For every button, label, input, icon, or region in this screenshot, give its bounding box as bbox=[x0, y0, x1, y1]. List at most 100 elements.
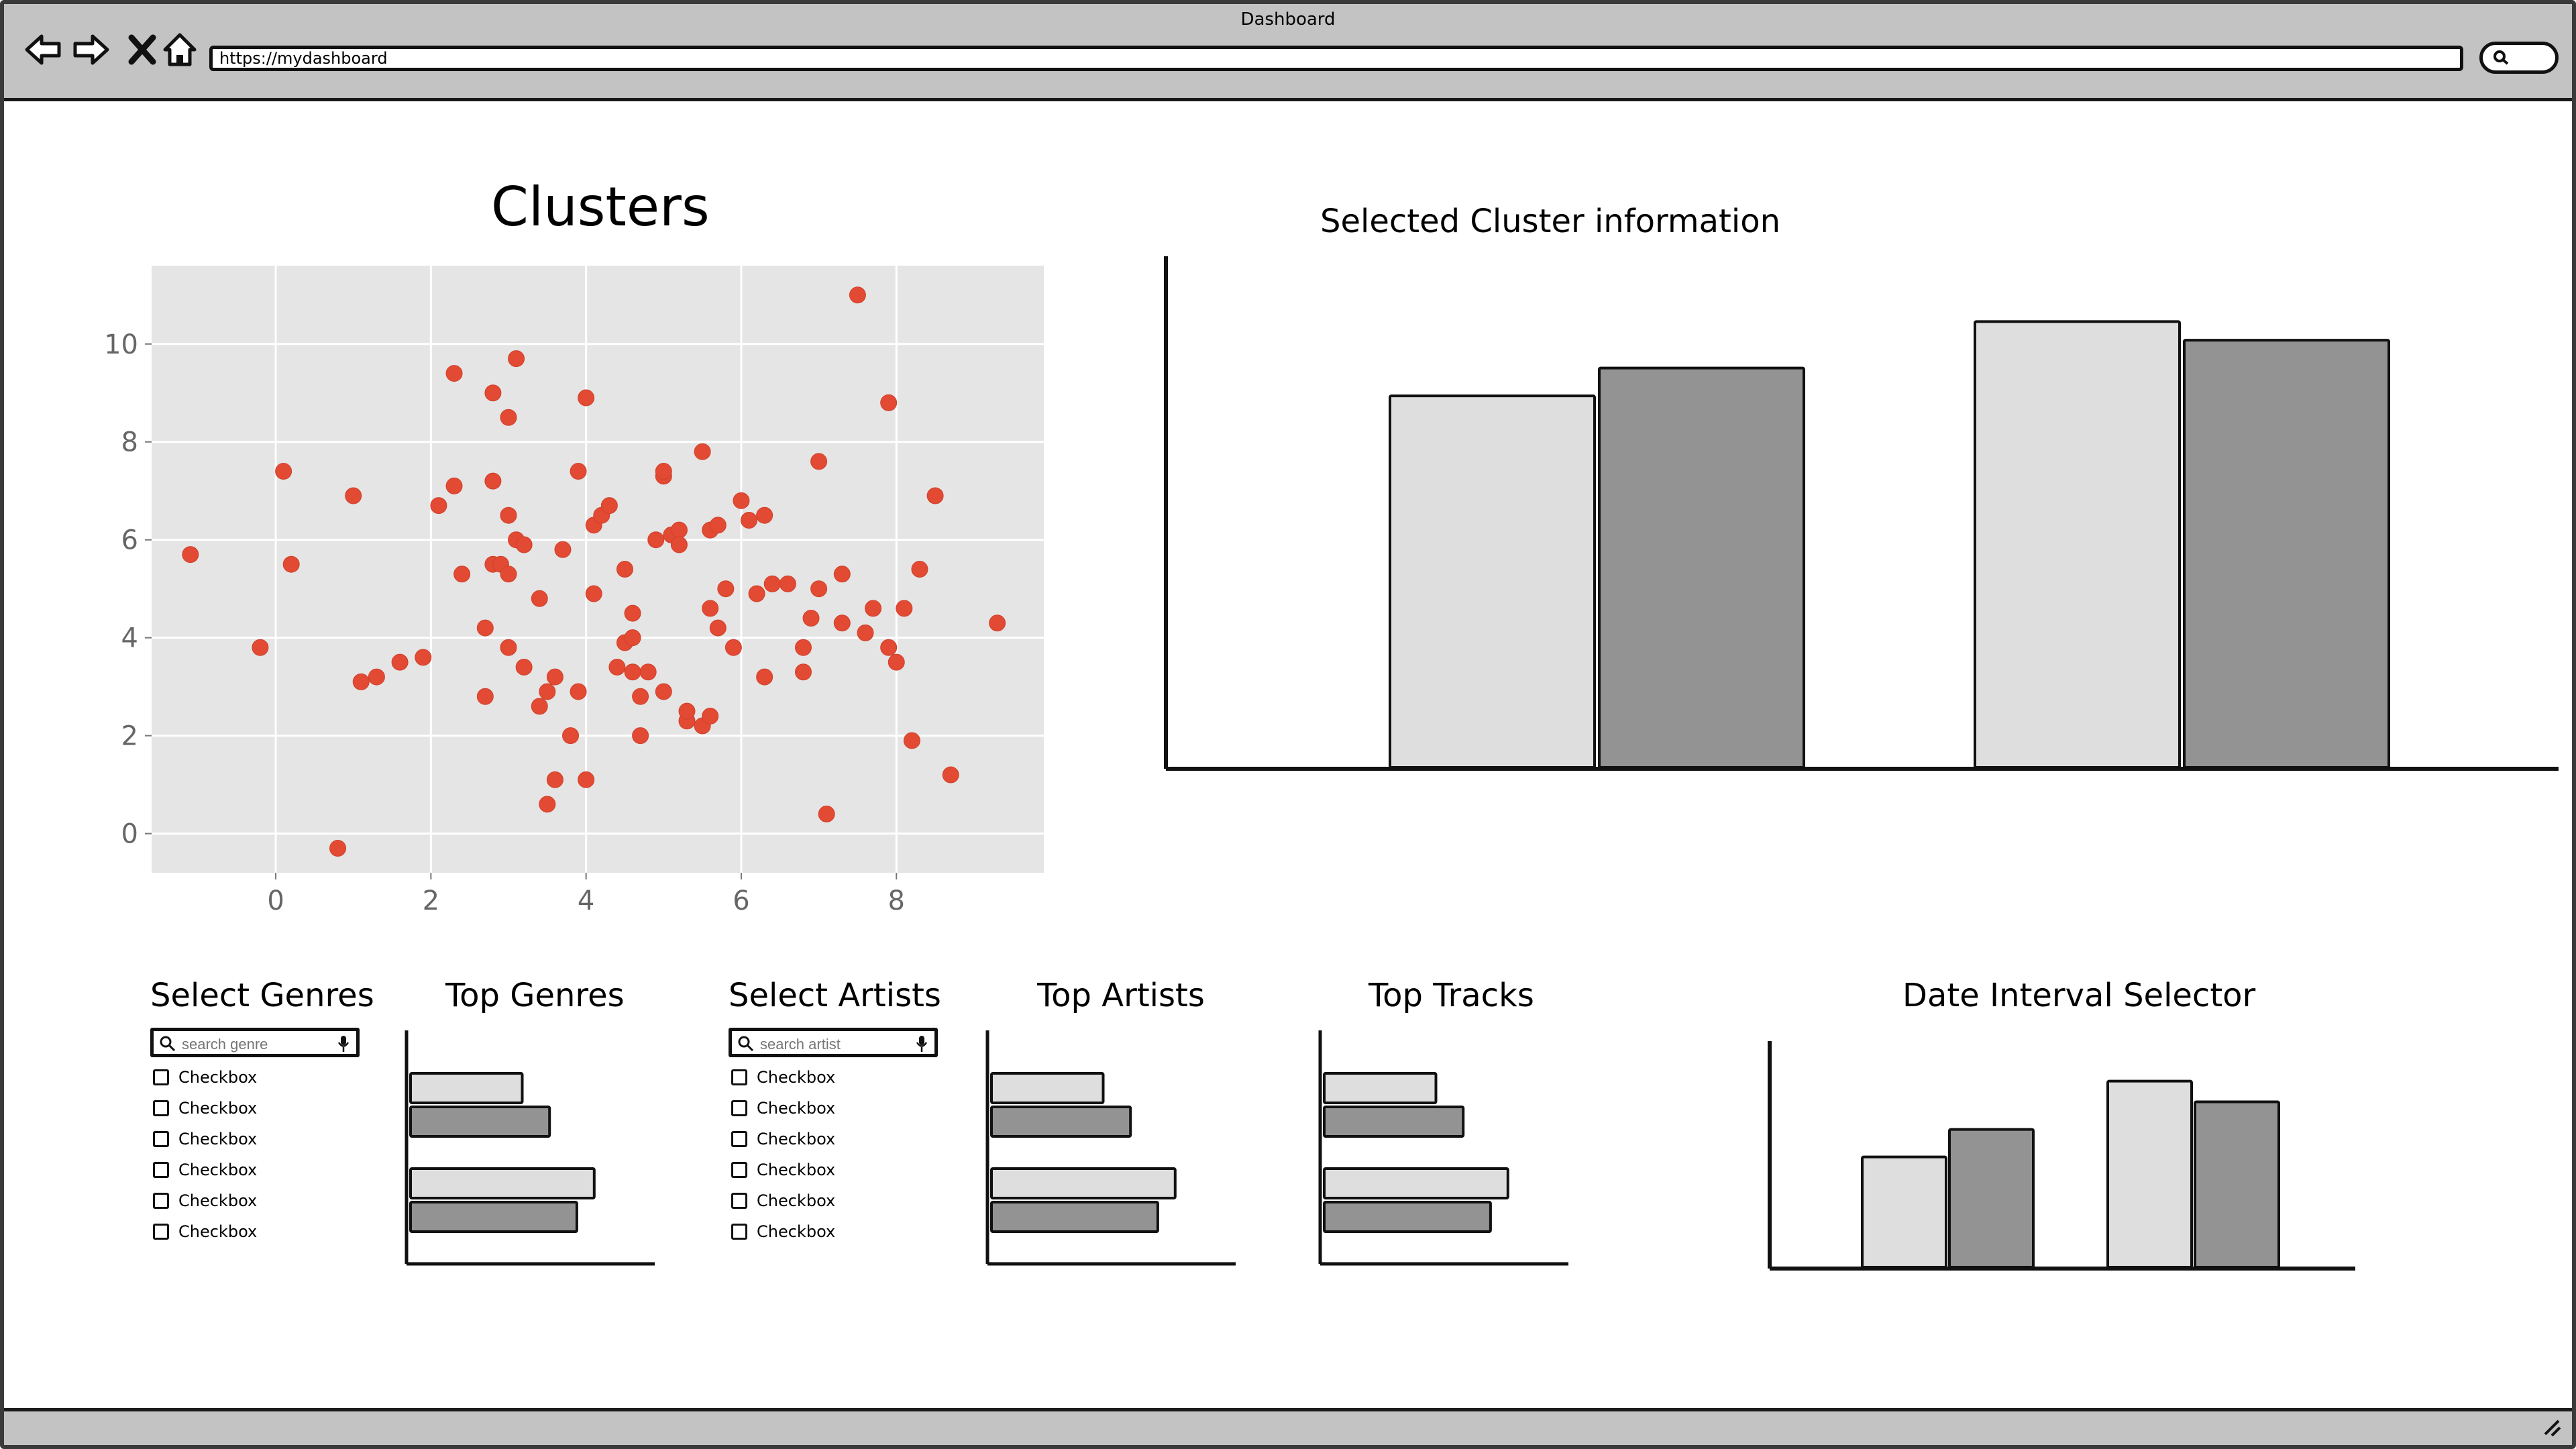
scatter-point[interactable] bbox=[818, 805, 835, 822]
date-interval-bar-chart[interactable] bbox=[1762, 1037, 2365, 1279]
bar[interactable] bbox=[1323, 1167, 1509, 1199]
scatter-point[interactable] bbox=[484, 384, 502, 402]
genre-search-input[interactable] bbox=[180, 1034, 331, 1055]
bar[interactable] bbox=[990, 1167, 1177, 1199]
scatter-point[interactable] bbox=[275, 463, 292, 480]
scatter-point[interactable] bbox=[616, 561, 633, 578]
scatter-point[interactable] bbox=[849, 286, 866, 304]
scatter-point[interactable] bbox=[670, 521, 688, 539]
scatter-point[interactable] bbox=[639, 663, 657, 681]
bar[interactable] bbox=[990, 1201, 1159, 1233]
scatter-point[interactable] bbox=[600, 497, 618, 515]
scatter-point[interactable] bbox=[352, 673, 370, 690]
checkbox[interactable] bbox=[153, 1224, 169, 1240]
scatter-point[interactable] bbox=[578, 389, 595, 407]
scatter-point[interactable] bbox=[763, 575, 781, 592]
genres-checkbox-item[interactable]: Checkbox bbox=[153, 1216, 257, 1247]
scatter-point[interactable] bbox=[546, 771, 564, 788]
bar[interactable] bbox=[2106, 1079, 2193, 1269]
genres-checkbox-item[interactable]: Checkbox bbox=[153, 1124, 257, 1155]
genre-search-field[interactable] bbox=[150, 1028, 360, 1057]
resize-icon[interactable] bbox=[2540, 1415, 2563, 1438]
bar[interactable] bbox=[990, 1072, 1105, 1104]
scatter-point[interactable] bbox=[578, 771, 595, 788]
artists-checkbox-item[interactable]: Checkbox bbox=[731, 1124, 835, 1155]
bar[interactable] bbox=[409, 1201, 578, 1233]
scatter-point[interactable] bbox=[802, 609, 820, 627]
artist-search-field[interactable] bbox=[729, 1028, 938, 1057]
scatter-point[interactable] bbox=[942, 766, 959, 784]
scatter-point[interactable] bbox=[508, 350, 525, 368]
scatter-point[interactable] bbox=[632, 727, 649, 745]
checkbox[interactable] bbox=[153, 1100, 169, 1116]
scatter-point[interactable] bbox=[539, 683, 556, 700]
checkbox[interactable] bbox=[731, 1162, 747, 1178]
scatter-point[interactable] bbox=[282, 555, 300, 573]
artists-checkbox-item[interactable]: Checkbox bbox=[731, 1093, 835, 1124]
genres-checkbox-item[interactable]: Checkbox bbox=[153, 1093, 257, 1124]
address-bar[interactable]: https://mydashboard bbox=[209, 46, 2463, 71]
artists-checkbox-item[interactable]: Checkbox bbox=[731, 1062, 835, 1093]
bar[interactable] bbox=[1598, 366, 1805, 769]
scatter-point[interactable] bbox=[585, 585, 602, 602]
home-icon[interactable] bbox=[160, 30, 200, 70]
bar[interactable] bbox=[1323, 1106, 1465, 1138]
scatter-point[interactable] bbox=[733, 492, 750, 509]
scatter-point[interactable] bbox=[445, 365, 463, 382]
genres-checkbox-item[interactable]: Checkbox bbox=[153, 1185, 257, 1216]
checkbox[interactable] bbox=[731, 1131, 747, 1147]
scatter-point[interactable] bbox=[632, 688, 649, 705]
scatter-point[interactable] bbox=[694, 443, 711, 460]
bar[interactable] bbox=[2183, 339, 2390, 769]
scatter-point[interactable] bbox=[903, 732, 920, 749]
checkbox[interactable] bbox=[153, 1131, 169, 1147]
scatter-point[interactable] bbox=[989, 614, 1006, 632]
checkbox[interactable] bbox=[731, 1193, 747, 1209]
genres-checkbox-item[interactable]: Checkbox bbox=[153, 1155, 257, 1185]
scatter-point[interactable] bbox=[756, 668, 773, 686]
scatter-point[interactable] bbox=[624, 629, 641, 647]
scatter-point[interactable] bbox=[833, 614, 851, 632]
scatter-point[interactable] bbox=[717, 580, 735, 598]
scatter-point[interactable] bbox=[647, 531, 665, 549]
scatter-point[interactable] bbox=[702, 707, 719, 724]
scatter-point[interactable] bbox=[415, 649, 432, 666]
scatter-point[interactable] bbox=[624, 604, 641, 622]
scatter-point[interactable] bbox=[748, 585, 765, 602]
bar[interactable] bbox=[1323, 1072, 1438, 1104]
scatter-point[interactable] bbox=[810, 453, 828, 470]
scatter-point[interactable] bbox=[515, 658, 533, 676]
scatter-point[interactable] bbox=[794, 639, 812, 656]
back-icon[interactable] bbox=[23, 30, 63, 70]
bar[interactable] bbox=[409, 1106, 551, 1138]
artists-checkbox-item[interactable]: Checkbox bbox=[731, 1185, 835, 1216]
scatter-point[interactable] bbox=[345, 487, 362, 504]
scatter-point[interactable] bbox=[741, 512, 758, 529]
scatter-point[interactable] bbox=[926, 487, 944, 504]
scatter-point[interactable] bbox=[500, 409, 517, 426]
checkbox[interactable] bbox=[731, 1100, 747, 1116]
artists-checkbox-item[interactable]: Checkbox bbox=[731, 1216, 835, 1247]
scatter-point[interactable] bbox=[779, 575, 796, 592]
scatter-point[interactable] bbox=[391, 653, 409, 671]
artist-search-input[interactable] bbox=[759, 1034, 909, 1055]
scatter-point[interactable] bbox=[678, 702, 696, 720]
scatter-point[interactable] bbox=[655, 463, 672, 480]
scatter-point[interactable] bbox=[880, 394, 898, 411]
scatter-point[interactable] bbox=[857, 624, 874, 641]
scatter-point[interactable] bbox=[500, 566, 517, 583]
browser-search-button[interactable] bbox=[2479, 42, 2559, 74]
scatter-point[interactable] bbox=[476, 619, 494, 637]
checkbox[interactable] bbox=[731, 1224, 747, 1240]
microphone-icon[interactable] bbox=[336, 1034, 351, 1054]
scatter-point[interactable] bbox=[453, 566, 471, 583]
bar[interactable] bbox=[990, 1106, 1132, 1138]
scatter-point[interactable] bbox=[608, 658, 626, 676]
scatter-point[interactable] bbox=[794, 663, 812, 681]
bar[interactable] bbox=[409, 1167, 596, 1199]
scatter-point[interactable] bbox=[865, 600, 882, 617]
scatter-point[interactable] bbox=[570, 683, 587, 700]
scatter-point[interactable] bbox=[554, 541, 572, 558]
scatter-point[interactable] bbox=[445, 477, 463, 494]
forward-icon[interactable] bbox=[71, 30, 111, 70]
